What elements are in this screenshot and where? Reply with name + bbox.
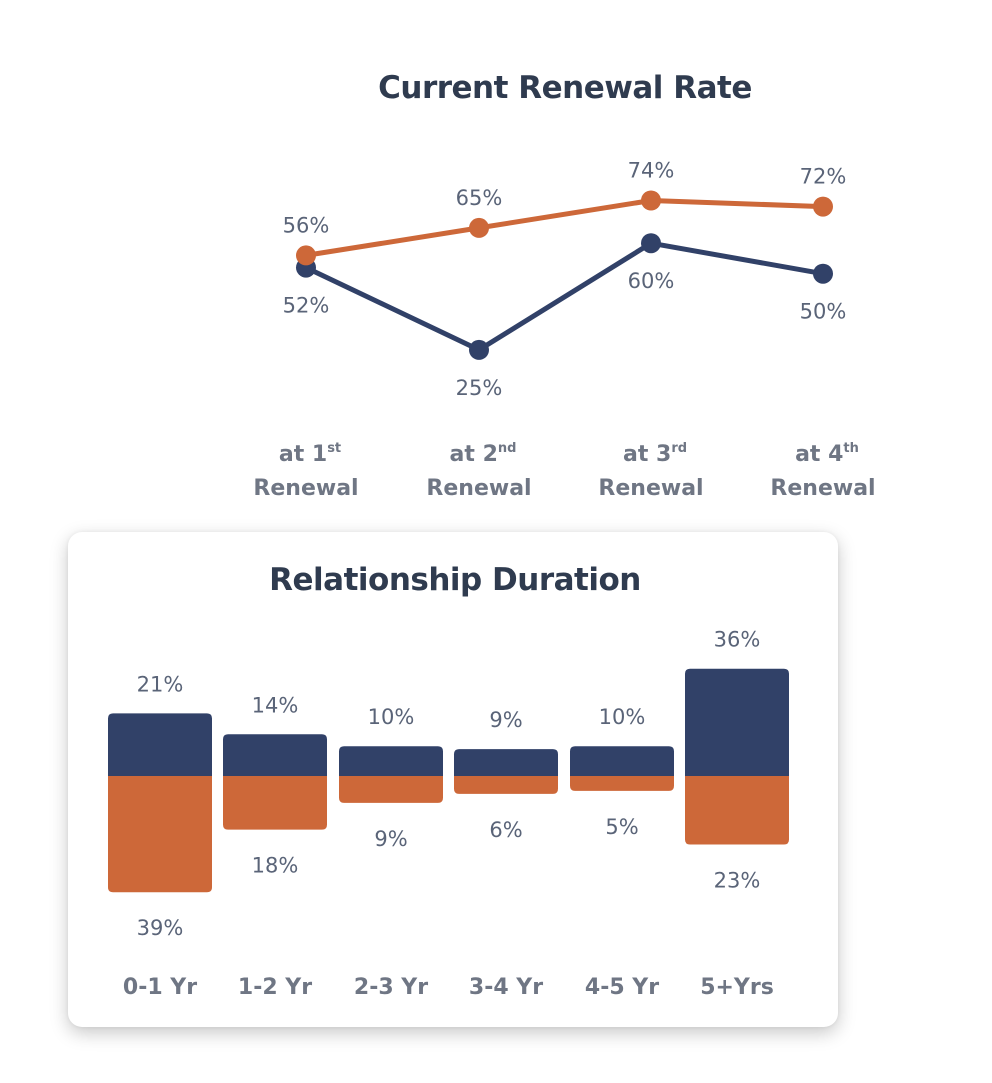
orange-bar [223, 776, 327, 830]
navy-data-label: 52% [283, 294, 330, 318]
orange-data-label: 23% [714, 869, 761, 893]
navy-series-line [304, 240, 824, 353]
orange-bar [570, 776, 674, 791]
x-tick-label-line2: Renewal [253, 476, 358, 501]
x-tick-label: 4-5 Yr [585, 975, 659, 1000]
orange-bar [339, 776, 443, 803]
navy-point [641, 233, 661, 254]
navy-bar [570, 746, 674, 776]
orange-bar [454, 776, 558, 794]
orange-point [296, 245, 316, 266]
x-tick-label: at 3rd [623, 441, 687, 467]
navy-bar [339, 746, 443, 776]
navy-data-label: 25% [456, 376, 503, 400]
navy-data-label: 10% [368, 705, 415, 729]
orange-data-label: 39% [137, 916, 184, 940]
navy-data-label: 36% [714, 628, 761, 652]
orange-data-label: 72% [800, 165, 847, 189]
navy-data-label: 50% [800, 300, 847, 324]
renewal-line-chart: 56% 65% 74% 72% 52% 25% 60% 50% at 1st Renewal at … [253, 159, 875, 502]
x-tick-label-line2: Renewal [426, 476, 531, 501]
orange-point [813, 196, 833, 217]
navy-data-label: 21% [137, 672, 184, 696]
orange-data-label: 9% [374, 827, 407, 851]
x-tick-label: 1-2 Yr [238, 975, 312, 1000]
orange-series-line [305, 198, 824, 258]
navy-bar [108, 713, 212, 776]
duration-chart-title: Relationship Duration [269, 562, 641, 598]
x-tick-label: 2-3 Yr [354, 975, 428, 1000]
x-tick-label: at 4th [795, 441, 859, 467]
navy-data-label: 9% [489, 708, 522, 732]
x-tick-label: at 1st [279, 441, 341, 467]
navy-bar [454, 749, 558, 776]
renewal-chart-title: Current Renewal Rate [378, 70, 752, 106]
orange-data-label: 56% [283, 213, 330, 237]
navy-point [813, 263, 833, 284]
x-tick-label: 3-4 Yr [469, 975, 543, 1000]
x-tick-label-line2: Renewal [598, 476, 703, 501]
orange-data-label: 6% [489, 818, 522, 842]
orange-data-label: 18% [252, 854, 299, 878]
orange-data-label: 65% [456, 186, 503, 210]
orange-point [641, 190, 661, 211]
orange-data-label: 74% [628, 159, 675, 183]
navy-data-label: 60% [628, 269, 675, 293]
navy-data-label: 10% [599, 705, 646, 729]
orange-data-label: 5% [605, 815, 638, 839]
navy-bar [685, 668, 789, 776]
x-tick-label-line2: Renewal [770, 476, 875, 501]
x-tick-label: at 2nd [450, 441, 517, 467]
orange-bar [108, 776, 212, 893]
navy-point [469, 339, 489, 360]
navy-data-label: 14% [252, 693, 299, 717]
x-tick-label: 5+Yrs [700, 975, 774, 1000]
navy-bar [223, 734, 327, 776]
x-tick-label: 0-1 Yr [123, 975, 197, 1000]
orange-point [469, 217, 489, 238]
orange-bar [685, 776, 789, 845]
